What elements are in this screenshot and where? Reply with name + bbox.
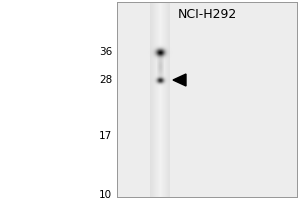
Text: 28: 28: [99, 75, 112, 85]
Text: 36: 36: [99, 47, 112, 57]
Text: 10: 10: [99, 190, 112, 200]
Text: NCI-H292: NCI-H292: [178, 7, 237, 21]
Text: 17: 17: [99, 131, 112, 141]
Polygon shape: [173, 74, 186, 86]
